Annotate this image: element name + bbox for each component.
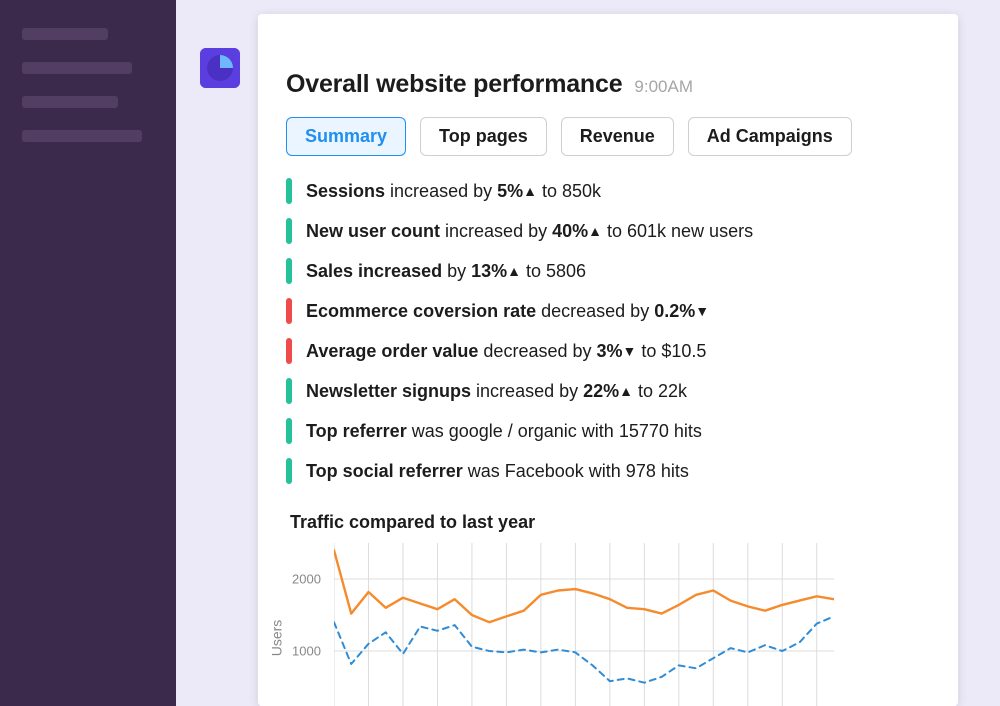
chart-ylabel: Users <box>268 620 284 657</box>
metric-text: New user count increased by 40%▲ to 601k… <box>306 221 753 242</box>
pie-chart-icon <box>200 48 240 88</box>
metric-text: Top referrer was google / organic with 1… <box>306 421 702 442</box>
metric-name: Sessions <box>306 181 385 201</box>
metric-row: Ecommerce coversion rate decreased by 0.… <box>286 298 930 324</box>
metric-mid: decreased by <box>478 341 596 361</box>
metric-name: Sales increased <box>306 261 442 281</box>
metric-mid: was Facebook with 978 hits <box>463 461 689 481</box>
metric-name: Average order value <box>306 341 478 361</box>
timestamp: 9:00AM <box>634 77 693 97</box>
metric-name: Newsletter signups <box>306 381 471 401</box>
sidebar <box>0 0 176 706</box>
metric-value: 13% <box>471 261 507 281</box>
arrow-up-icon: ▲ <box>588 223 602 239</box>
arrow-down-icon: ▼ <box>695 303 709 319</box>
metric-row: Sales increased by 13%▲ to 5806 <box>286 258 930 284</box>
metric-tail: to 22k <box>633 381 687 401</box>
metric-list: Sessions increased by 5%▲ to 850kNew use… <box>286 178 930 484</box>
metric-text: Sessions increased by 5%▲ to 850k <box>306 181 601 202</box>
chart-ytick: 1000 <box>292 644 321 659</box>
chart-title: Traffic compared to last year <box>290 512 930 533</box>
tab-top-pages[interactable]: Top pages <box>420 117 547 156</box>
sidebar-placeholder <box>22 130 142 142</box>
tab-revenue[interactable]: Revenue <box>561 117 674 156</box>
chart-ytick: 2000 <box>292 572 321 587</box>
metric-value: 0.2% <box>654 301 695 321</box>
content-area: Overall website performance 9:00AM Summa… <box>176 0 1000 706</box>
tab-summary[interactable]: Summary <box>286 117 406 156</box>
metric-row: New user count increased by 40%▲ to 601k… <box>286 218 930 244</box>
arrow-down-icon: ▼ <box>623 343 637 359</box>
traffic-chart: Users 010002000 <box>284 543 844 706</box>
status-pill <box>286 338 292 364</box>
metric-value: 5% <box>497 181 523 201</box>
metric-value: 22% <box>583 381 619 401</box>
status-pill <box>286 258 292 284</box>
sidebar-placeholder <box>22 28 108 40</box>
arrow-up-icon: ▲ <box>619 383 633 399</box>
status-pill <box>286 178 292 204</box>
metric-row: Top social referrer was Facebook with 97… <box>286 458 930 484</box>
metric-row: Average order value decreased by 3%▼ to … <box>286 338 930 364</box>
app-avatar <box>200 48 240 88</box>
status-pill <box>286 298 292 324</box>
metric-tail: to 5806 <box>521 261 586 281</box>
chart-series-previous <box>334 616 834 682</box>
metric-tail: to $10.5 <box>636 341 706 361</box>
chart-series-current <box>334 550 834 622</box>
metric-text: Ecommerce coversion rate decreased by 0.… <box>306 301 709 322</box>
metric-text: Top social referrer was Facebook with 97… <box>306 461 689 482</box>
metric-mid: by <box>442 261 471 281</box>
metric-name: Ecommerce coversion rate <box>306 301 536 321</box>
metric-text: Average order value decreased by 3%▼ to … <box>306 341 706 362</box>
status-pill <box>286 378 292 404</box>
status-pill <box>286 458 292 484</box>
metric-mid: increased by <box>440 221 552 241</box>
metric-row: Newsletter signups increased by 22%▲ to … <box>286 378 930 404</box>
metric-name: New user count <box>306 221 440 241</box>
tab-bar: Summary Top pages Revenue Ad Campaigns <box>286 117 930 156</box>
metric-value: 40% <box>552 221 588 241</box>
metric-text: Newsletter signups increased by 22%▲ to … <box>306 381 687 402</box>
metric-name: Top social referrer <box>306 461 463 481</box>
page-title: Overall website performance <box>286 70 622 99</box>
tab-ad-campaigns[interactable]: Ad Campaigns <box>688 117 852 156</box>
arrow-up-icon: ▲ <box>507 263 521 279</box>
status-pill <box>286 218 292 244</box>
metric-row: Top referrer was google / organic with 1… <box>286 418 930 444</box>
metric-mid: was google / organic with 15770 hits <box>407 421 702 441</box>
metric-tail: to 850k <box>537 181 601 201</box>
metric-mid: decreased by <box>536 301 654 321</box>
metric-mid: increased by <box>471 381 583 401</box>
metric-tail: to 601k new users <box>602 221 753 241</box>
sidebar-placeholder <box>22 62 132 74</box>
status-pill <box>286 418 292 444</box>
message-card: Overall website performance 9:00AM Summa… <box>258 14 958 706</box>
metric-mid: increased by <box>385 181 497 201</box>
metric-name: Top referrer <box>306 421 407 441</box>
metric-value: 3% <box>597 341 623 361</box>
metric-text: Sales increased by 13%▲ to 5806 <box>306 261 586 282</box>
sidebar-placeholder <box>22 96 118 108</box>
metric-row: Sessions increased by 5%▲ to 850k <box>286 178 930 204</box>
arrow-up-icon: ▲ <box>523 183 537 199</box>
